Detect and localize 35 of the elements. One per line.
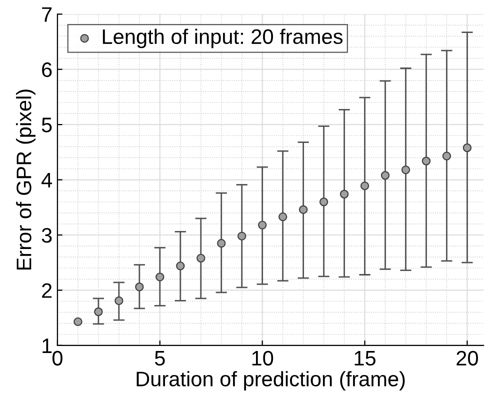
point: [380, 171, 390, 180]
point: [176, 262, 185, 270]
legend-label: Length of input: 20 frames: [102, 28, 343, 48]
x-tick-label: 5: [154, 351, 165, 366]
point: [462, 143, 472, 152]
y-tick-label: 6: [42, 62, 52, 78]
y-tick-label: 3: [42, 228, 52, 243]
point: [319, 198, 328, 206]
point: [196, 254, 206, 263]
x-tick-label: 0: [52, 350, 62, 366]
x-tick-label: 15: [354, 351, 376, 366]
y-tick-label: 4: [42, 172, 52, 188]
point: [74, 317, 82, 326]
point: [94, 307, 103, 316]
point: [442, 152, 452, 160]
x-tick-label: 20: [456, 350, 478, 366]
point: [258, 220, 267, 230]
point: [217, 238, 226, 248]
x-tick-label: 10: [252, 350, 274, 366]
point: [278, 212, 288, 222]
point: [156, 272, 164, 282]
y-axis-title: Error of GPR (pixel): [16, 90, 36, 270]
point: [135, 282, 144, 292]
point: [401, 165, 410, 174]
point: [298, 205, 308, 214]
point: [422, 156, 431, 166]
y-tick-label: 5: [42, 118, 52, 132]
x-axis-title: Duration of prediction (frame): [136, 371, 405, 391]
point: [360, 181, 370, 190]
y-tick-label: 7: [42, 7, 52, 22]
point: [237, 232, 246, 240]
y-tick-label: 2: [42, 283, 52, 298]
point: [114, 296, 124, 306]
y-tick-label: 1: [42, 338, 52, 353]
point: [340, 190, 349, 198]
